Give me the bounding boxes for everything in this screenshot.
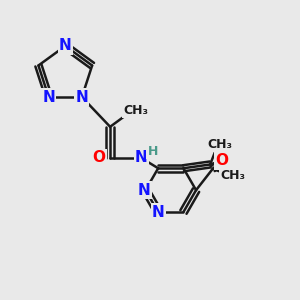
Text: N: N — [76, 90, 88, 105]
Text: N: N — [42, 90, 55, 105]
Text: N: N — [138, 183, 150, 198]
Text: O: O — [215, 153, 228, 168]
Text: H: H — [147, 145, 158, 158]
Text: CH₃: CH₃ — [208, 138, 233, 151]
Text: N: N — [76, 90, 88, 105]
Text: CH₃: CH₃ — [220, 169, 245, 182]
Text: N: N — [59, 38, 72, 53]
Text: N: N — [135, 151, 148, 166]
Text: O: O — [92, 151, 105, 166]
Text: N: N — [152, 205, 164, 220]
Text: CH₃: CH₃ — [123, 104, 148, 117]
